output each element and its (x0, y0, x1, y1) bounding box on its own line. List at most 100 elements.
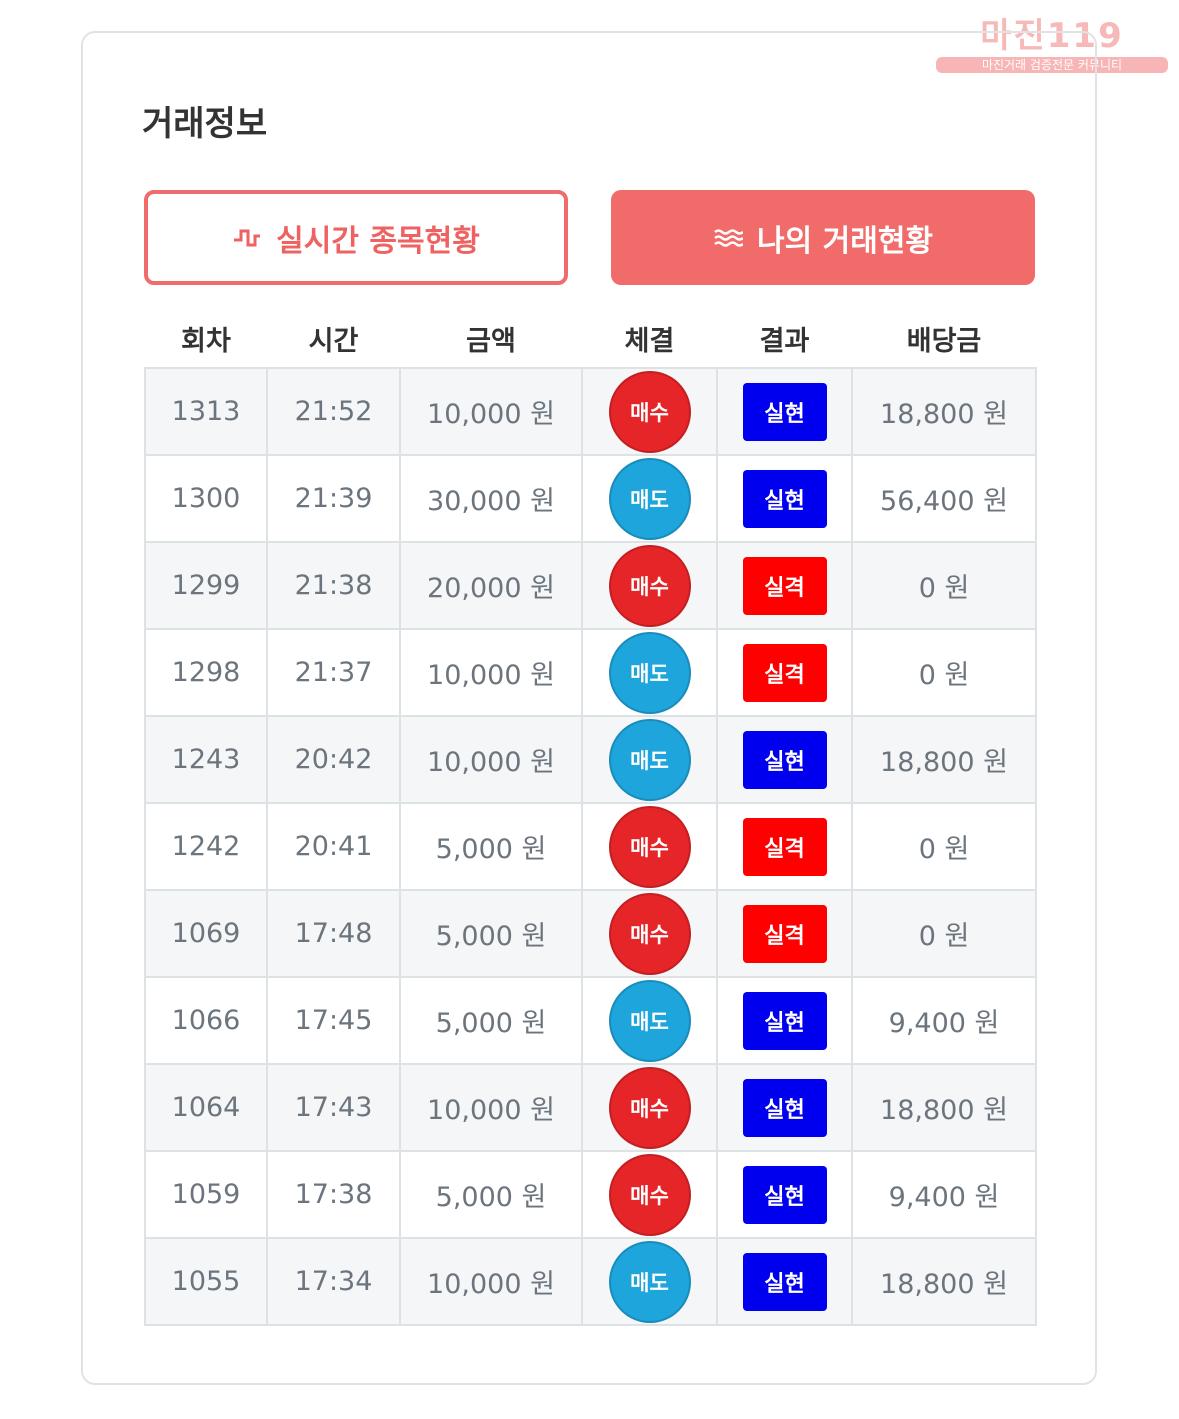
trade-badge: 매도 (608, 1240, 691, 1323)
table-row: 1300 21:39 30,000 원 매도 실현 56,400 원 (144, 454, 1037, 543)
table-cell: 매도 (581, 628, 718, 717)
table-cell: 21:38 (266, 541, 401, 630)
trade-badge: 매수 (608, 1066, 691, 1149)
result-badge: 실현 (742, 1078, 827, 1137)
trade-table: 회차 시간 금액 체결 결과 배당금 1313 21:52 10,000 원 매수 실현 18,80… (144, 310, 1037, 1326)
table-cell: 17:48 (266, 889, 401, 978)
table-cell: 실격 (716, 802, 853, 891)
trade-badge: 매도 (608, 457, 691, 540)
table-cell: 17:34 (266, 1237, 401, 1326)
table-cell: 9,400 원 (851, 1150, 1037, 1239)
table-cell: 매도 (581, 454, 718, 543)
table-row: 1299 21:38 20,000 원 매수 실격 0 원 (144, 541, 1037, 630)
result-badge: 실현 (742, 730, 827, 789)
table-cell: 실현 (716, 976, 853, 1065)
table-cell: 17:45 (266, 976, 401, 1065)
table-cell: 10,000 원 (399, 1063, 583, 1152)
table-cell: 17:43 (266, 1063, 401, 1152)
table-cell: 0 원 (851, 889, 1037, 978)
trade-badge: 매수 (608, 370, 691, 453)
watermark: 마진119 마진거래 검증전문 커뮤니티 (936, 8, 1168, 73)
table-cell: 매수 (581, 541, 718, 630)
table-cell: 5,000 원 (399, 889, 583, 978)
section-title: 거래정보 (142, 104, 268, 144)
table-cell: 21:39 (266, 454, 401, 543)
table-cell: 1066 (144, 976, 268, 1065)
table-cell: 실격 (716, 628, 853, 717)
result-badge: 실현 (742, 382, 827, 441)
column-header: 시간 (308, 326, 359, 357)
column-header: 금액 (466, 326, 516, 357)
result-badge: 실현 (742, 1165, 827, 1224)
table-cell: 20:42 (266, 715, 401, 804)
table-cell: 5,000 원 (399, 976, 583, 1065)
table-cell: 1069 (144, 889, 268, 978)
table-cell: 1059 (144, 1150, 268, 1239)
header-row: 회차 시간 금액 체결 결과 배당금 (145, 310, 1036, 368)
trade-badge: 매수 (608, 805, 691, 888)
trade-badge: 매도 (608, 631, 691, 714)
table-body: 1313 21:52 10,000 원 매수 실현 18,800 원 1300 21:39 30… (144, 367, 1037, 1326)
result-badge: 실현 (742, 991, 827, 1050)
table-cell: 1313 (144, 367, 268, 456)
trade-badge: 매수 (608, 544, 691, 627)
table-cell: 10,000 원 (399, 628, 583, 717)
result-badge: 실격 (742, 643, 827, 702)
table-cell: 1243 (144, 715, 268, 804)
table-cell: 21:52 (266, 367, 401, 456)
table-cell: 실현 (716, 715, 853, 804)
table-cell: 18,800 원 (851, 367, 1037, 456)
table-cell: 실현 (716, 1150, 853, 1239)
table-row: 1055 17:34 10,000 원 매도 실현 18,800 원 (144, 1237, 1037, 1326)
table-cell: 1300 (144, 454, 268, 543)
table-row: 1243 20:42 10,000 원 매도 실현 18,800 원 (144, 715, 1037, 804)
tab-my-trades[interactable]: 나의 거래현황 (611, 190, 1035, 285)
table-row: 1064 17:43 10,000 원 매수 실현 18,800 원 (144, 1063, 1037, 1152)
column-header: 회차 (181, 326, 231, 357)
table-cell: 0 원 (851, 802, 1037, 891)
table-cell: 실현 (716, 1237, 853, 1326)
table-cell: 5,000 원 (399, 1150, 583, 1239)
table-cell: 1298 (144, 628, 268, 717)
pulse-icon (234, 229, 261, 246)
table-cell: 1242 (144, 802, 268, 891)
table-cell: 18,800 원 (851, 1063, 1037, 1152)
table-cell: 매수 (581, 1063, 718, 1152)
watermark-title: 마진119 (980, 16, 1124, 56)
table-cell: 매도 (581, 1237, 718, 1326)
table-cell: 9,400 원 (851, 976, 1037, 1065)
trade-badge: 매수 (608, 892, 691, 975)
table-cell: 매수 (581, 802, 718, 891)
table-cell: 0 원 (851, 541, 1037, 630)
watermark-subtitle: 마진거래 검증전문 커뮤니티 (936, 57, 1168, 73)
table-cell: 5,000 원 (399, 802, 583, 891)
trade-badge: 매도 (608, 718, 691, 801)
table-row: 1059 17:38 5,000 원 매수 실현 9,400 원 (144, 1150, 1037, 1239)
table-cell: 매수 (581, 1150, 718, 1239)
result-badge: 실현 (742, 469, 827, 528)
table-cell: 매도 (581, 976, 718, 1065)
table-row: 1298 21:37 10,000 원 매도 실격 0 원 (144, 628, 1037, 717)
table-cell: 18,800 원 (851, 1237, 1037, 1326)
table-cell: 매도 (581, 715, 718, 804)
table-cell: 실격 (716, 541, 853, 630)
column-header: 배당금 (906, 326, 982, 357)
column-header: 체결 (624, 326, 675, 357)
table-row: 1069 17:48 5,000 원 매수 실격 0 원 (144, 889, 1037, 978)
result-badge: 실현 (742, 1252, 827, 1311)
table-cell: 10,000 원 (399, 715, 583, 804)
table-cell: 실격 (716, 889, 853, 978)
table-cell: 실현 (716, 367, 853, 456)
table-cell: 10,000 원 (399, 1237, 583, 1326)
wave-icon (714, 228, 743, 247)
table-cell: 18,800 원 (851, 715, 1037, 804)
table-cell: 17:38 (266, 1150, 401, 1239)
table-cell: 20:41 (266, 802, 401, 891)
table-cell: 1064 (144, 1063, 268, 1152)
trade-badge: 매수 (608, 1153, 691, 1236)
table-cell: 56,400 원 (851, 454, 1037, 543)
table-cell: 10,000 원 (399, 367, 583, 456)
tab-realtime[interactable]: 실시간 종목현황 (144, 190, 568, 285)
table-cell: 1055 (144, 1237, 268, 1326)
